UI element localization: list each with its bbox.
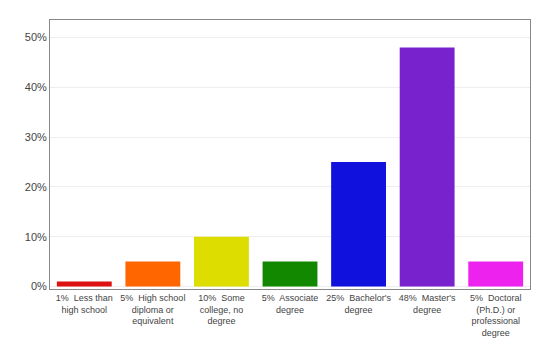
- svg-text:50%: 50%: [25, 31, 47, 43]
- svg-text:5% High schooldiploma orequiv: 5% High schooldiploma orequivalent: [120, 293, 185, 326]
- svg-text:20%: 20%: [25, 181, 47, 193]
- svg-text:25% Bachelor'sdegree: 25% Bachelor'sdegree: [326, 293, 391, 315]
- svg-text:5% Doctoral(Ph.D.) orprofessi: 5% Doctoral(Ph.D.) orprofessionaldegree: [470, 293, 522, 338]
- svg-text:1% Less thanhigh school: 1% Less thanhigh school: [56, 293, 113, 315]
- svg-text:5% Associatedegree: 5% Associatedegree: [262, 293, 319, 315]
- svg-text:10% Somecollege, nodegree: 10% Somecollege, nodegree: [198, 293, 245, 326]
- svg-text:0%: 0%: [31, 280, 47, 292]
- svg-text:30%: 30%: [25, 131, 47, 143]
- svg-text:40%: 40%: [25, 81, 47, 93]
- svg-text:48% Master'sdegree: 48% Master'sdegree: [399, 293, 456, 315]
- svg-text:10%: 10%: [25, 231, 47, 243]
